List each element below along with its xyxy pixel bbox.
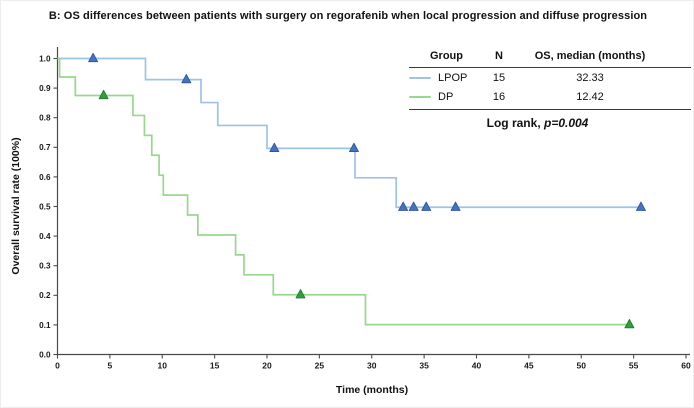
x-axis-title: Time (months) bbox=[335, 384, 409, 396]
median-value: 32.33 bbox=[576, 72, 604, 84]
table-row-dp: DP 16 12.42 bbox=[409, 87, 691, 110]
y-tick-label: 0.4 bbox=[39, 232, 51, 241]
x-tick-label: 50 bbox=[577, 361, 587, 371]
censor-mark-icon-dp bbox=[624, 318, 635, 329]
header-group: Group bbox=[409, 48, 484, 68]
lpop-line-swatch-icon bbox=[409, 76, 431, 80]
summary-table-header-row: Group N OS, median (months) bbox=[409, 48, 691, 68]
header-n: N bbox=[484, 48, 514, 68]
x-tick-label: 45 bbox=[524, 361, 534, 371]
y-axis-title: Overall survival rate (100%) bbox=[10, 137, 22, 275]
censor-mark-icon-dp bbox=[98, 89, 109, 100]
y-tick-label: 0.8 bbox=[39, 114, 51, 123]
x-tick-label: 20 bbox=[262, 361, 272, 371]
censor-mark-icon-lpop bbox=[88, 52, 99, 63]
n-value: 15 bbox=[492, 72, 506, 84]
censor-mark-icon-lpop bbox=[269, 142, 280, 153]
p-value: p=0.004 bbox=[543, 116, 589, 130]
censor-mark-icon-lpop bbox=[181, 73, 192, 84]
y-tick-label: 0.3 bbox=[39, 262, 51, 271]
median-value: 12.42 bbox=[514, 87, 691, 110]
censor-mark-icon-dp bbox=[295, 289, 306, 299]
n-value: 16 bbox=[484, 87, 514, 110]
header-median: OS, median (months) bbox=[514, 48, 691, 68]
x-tick-label: 10 bbox=[158, 361, 168, 371]
x-tick-label: 55 bbox=[629, 361, 639, 371]
y-tick-label: 1.0 bbox=[39, 54, 51, 63]
group-label: LPOP bbox=[438, 72, 468, 84]
table-row-lpop: LPOP 15 32.33 bbox=[409, 68, 691, 88]
figure-title: B: OS differences between patients with … bbox=[48, 10, 648, 22]
x-tick-label: 60 bbox=[681, 361, 691, 371]
summary-table: Group N OS, median (months) LPOP 15 32.3… bbox=[409, 48, 691, 130]
x-tick-label: 15 bbox=[210, 361, 220, 371]
x-tick-label: 0 bbox=[55, 361, 60, 371]
y-tick-label: 0.6 bbox=[39, 173, 51, 182]
x-tick-label: 35 bbox=[419, 361, 429, 371]
dp-line-swatch-icon bbox=[409, 95, 431, 99]
censor-mark-icon-lpop bbox=[421, 201, 432, 211]
y-tick-label: 0.0 bbox=[39, 350, 51, 359]
y-tick-label: 0.1 bbox=[39, 321, 51, 330]
y-tick-label: 0.5 bbox=[39, 202, 51, 211]
log-rank-label: Log rank, bbox=[486, 116, 544, 130]
y-tick-label: 0.2 bbox=[39, 291, 51, 300]
y-tick-label: 0.9 bbox=[39, 84, 51, 93]
log-rank-annotation: Log rank, p=0.004 bbox=[409, 110, 691, 130]
x-tick-label: 25 bbox=[315, 361, 325, 371]
censor-mark-icon-lpop bbox=[398, 201, 409, 211]
km-curve-lpop bbox=[57, 57, 641, 209]
x-tick-label: 30 bbox=[367, 361, 377, 371]
censor-mark-icon-lpop bbox=[348, 142, 359, 153]
censor-mark-icon-lpop bbox=[636, 201, 646, 211]
x-tick-label: 5 bbox=[108, 361, 113, 371]
x-tick-label: 40 bbox=[472, 361, 482, 371]
y-tick-label: 0.7 bbox=[39, 143, 51, 152]
group-label: DP bbox=[438, 91, 454, 103]
censor-mark-icon-lpop bbox=[408, 201, 419, 211]
censor-mark-icon-lpop bbox=[450, 201, 461, 211]
